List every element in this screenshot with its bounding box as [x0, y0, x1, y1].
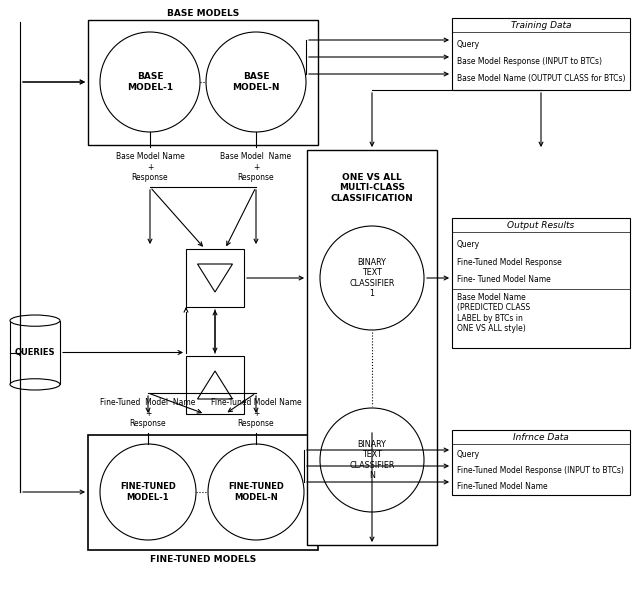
Text: Fine- Tuned Model Name: Fine- Tuned Model Name — [457, 275, 551, 284]
Bar — [452, 218, 630, 348]
Ellipse shape — [10, 315, 60, 326]
Bar — [452, 18, 630, 90]
Text: Fine-Tuned Model Response (INPUT to BTCs): Fine-Tuned Model Response (INPUT to BTCs… — [457, 466, 624, 475]
Text: BASE
MODEL-1: BASE MODEL-1 — [127, 73, 173, 92]
Circle shape — [100, 444, 196, 540]
Text: Infrnce Data: Infrnce Data — [513, 433, 569, 441]
Bar — [88, 435, 318, 550]
Text: FINE-TUNED
MODEL-1: FINE-TUNED MODEL-1 — [120, 483, 176, 502]
Text: Fine-Tuned Model Name
+
Response: Fine-Tuned Model Name + Response — [211, 398, 301, 428]
Text: ONE VS ALL
MULTI-CLASS
CLASSIFICATION: ONE VS ALL MULTI-CLASS CLASSIFICATION — [331, 173, 413, 203]
Text: BINARY
TEXT
CLASSIFIER
1: BINARY TEXT CLASSIFIER 1 — [349, 258, 395, 298]
Text: BASE
MODEL-N: BASE MODEL-N — [232, 73, 280, 92]
Text: Base Model  Name
+
Response: Base Model Name + Response — [220, 152, 292, 182]
Text: Fine-Tuned Model Response: Fine-Tuned Model Response — [457, 258, 562, 267]
Bar — [10, 321, 60, 384]
Circle shape — [320, 408, 424, 512]
Text: QUERIES: QUERIES — [15, 348, 55, 357]
Text: Output Results: Output Results — [508, 221, 575, 230]
Text: Fine-Tuned  Model  Name
+
Response: Fine-Tuned Model Name + Response — [100, 398, 196, 428]
Text: Fine-Tuned Model Name: Fine-Tuned Model Name — [457, 482, 548, 491]
Text: BINARY
TEXT
CLASSIFIER
N: BINARY TEXT CLASSIFIER N — [349, 440, 395, 480]
Polygon shape — [198, 371, 232, 399]
Text: Query: Query — [457, 240, 480, 249]
Circle shape — [208, 444, 304, 540]
Bar — [88, 20, 318, 145]
Circle shape — [206, 32, 306, 132]
Text: Query: Query — [457, 40, 480, 49]
Text: BASE MODELS: BASE MODELS — [167, 8, 239, 17]
Text: Base Model Name (OUTPUT CLASS for BTCs): Base Model Name (OUTPUT CLASS for BTCs) — [457, 74, 625, 83]
Text: Query: Query — [457, 450, 480, 459]
Text: Base Model Name
+
Response: Base Model Name + Response — [116, 152, 184, 182]
Bar — [452, 430, 630, 495]
Text: Base Model Name
(PREDICTED CLASS
LABEL by BTCs in
ONE VS ALL style): Base Model Name (PREDICTED CLASS LABEL b… — [457, 293, 530, 333]
Polygon shape — [198, 264, 232, 292]
Text: FINE-TUNED
MODEL-N: FINE-TUNED MODEL-N — [228, 483, 284, 502]
Circle shape — [100, 32, 200, 132]
Ellipse shape — [10, 379, 60, 390]
Text: Training Data: Training Data — [511, 20, 572, 30]
Bar — [186, 249, 244, 307]
Circle shape — [320, 226, 424, 330]
Bar — [307, 150, 437, 545]
Text: FINE-TUNED MODELS: FINE-TUNED MODELS — [150, 555, 256, 563]
Text: Base Model Response (INPUT to BTCs): Base Model Response (INPUT to BTCs) — [457, 57, 602, 66]
Bar — [186, 356, 244, 414]
